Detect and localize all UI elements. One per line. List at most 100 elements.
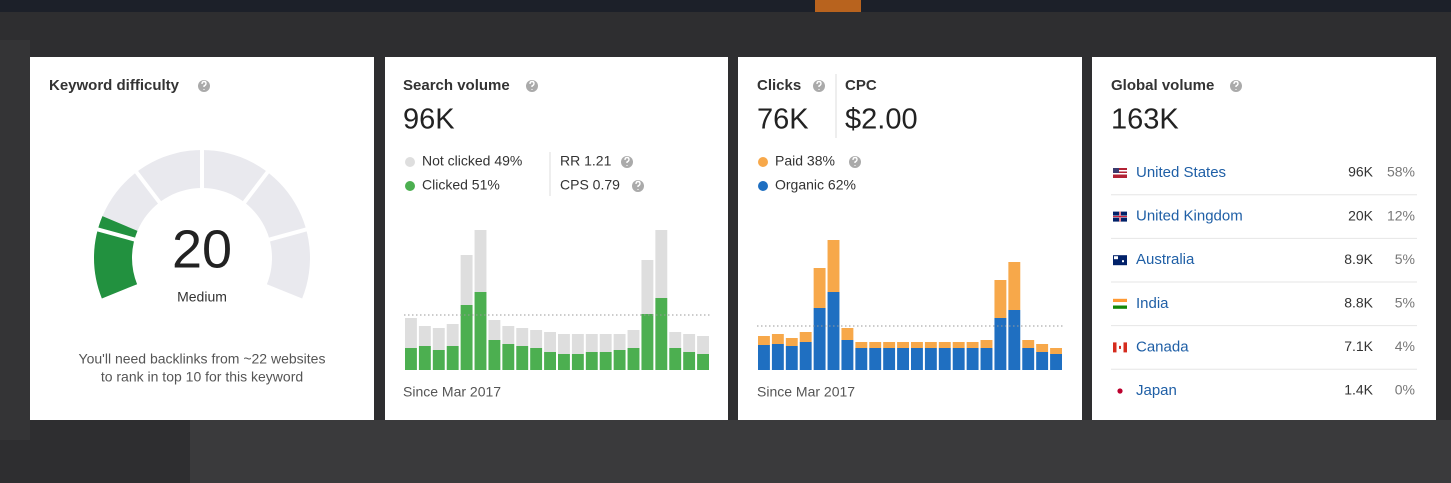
bar	[966, 348, 979, 370]
bar	[418, 346, 431, 370]
bar	[758, 336, 770, 345]
bar	[585, 334, 598, 352]
bar	[460, 255, 473, 305]
bar	[446, 346, 459, 370]
help-glyph	[624, 156, 630, 166]
background-panel	[190, 420, 1451, 483]
background-sidebar	[0, 40, 30, 440]
bar	[571, 354, 584, 370]
bar	[1050, 354, 1062, 370]
flag	[1113, 170, 1127, 172]
help-glyph	[635, 180, 641, 190]
cpc-value: $2.00	[845, 104, 918, 136]
bar	[558, 354, 570, 370]
country-link[interactable]: United States	[1136, 164, 1226, 181]
bar	[827, 292, 840, 370]
bar	[502, 326, 515, 344]
stat: RR 1.21	[560, 153, 612, 169]
bar	[897, 348, 909, 370]
bar	[432, 328, 445, 350]
bar	[488, 340, 501, 370]
bar	[655, 298, 668, 370]
country-volume: 8.9K	[1344, 251, 1373, 267]
card-title: Search volume	[403, 77, 510, 94]
bar	[841, 328, 854, 340]
clicks-total: 76K	[757, 104, 809, 136]
bar	[1022, 348, 1035, 370]
bar	[827, 240, 840, 292]
country-share: 5%	[1395, 295, 1415, 311]
bar	[641, 260, 654, 314]
gauge-gap	[241, 169, 271, 206]
bar	[1008, 262, 1021, 310]
cards	[30, 57, 1436, 420]
bar	[855, 342, 868, 348]
card-title: Global volume	[1111, 77, 1214, 94]
bar	[683, 334, 696, 352]
country-share: 0%	[1395, 382, 1415, 398]
bar	[641, 314, 654, 370]
flag	[1122, 260, 1124, 263]
country-link[interactable]: United Kingdom	[1136, 208, 1243, 225]
card-title: Clicks	[757, 77, 801, 94]
flag	[1113, 168, 1119, 173]
bar	[474, 230, 487, 292]
country-share: 4%	[1395, 338, 1415, 354]
bar	[924, 348, 937, 370]
country-volume: 1.4K	[1344, 382, 1373, 398]
help-glyph	[852, 156, 858, 166]
bar	[1050, 348, 1062, 354]
difficulty-value: 20	[172, 219, 232, 279]
bar	[771, 344, 784, 370]
legend-label: Paid 38%	[775, 153, 835, 169]
bar	[855, 348, 868, 370]
country-link[interactable]: Japan	[1136, 382, 1177, 399]
gauge	[94, 148, 310, 299]
help-glyph	[1233, 80, 1239, 90]
help-glyph	[201, 80, 207, 90]
country-volume: 7.1K	[1344, 338, 1373, 354]
difficulty-note: to rank in top 10 for this keyword	[101, 369, 303, 385]
legend-label: Not clicked 49%	[422, 153, 522, 169]
bar	[669, 348, 682, 370]
bar	[869, 342, 882, 348]
bar	[516, 328, 529, 346]
bar	[613, 350, 626, 370]
card-title: Keyword difficulty	[49, 77, 180, 94]
flag	[1113, 305, 1127, 309]
bar	[655, 230, 668, 298]
gauge-gap	[267, 226, 309, 242]
bar	[952, 348, 965, 370]
search-volume-total: 96K	[403, 104, 455, 136]
help-glyph	[816, 80, 822, 90]
bar	[599, 352, 612, 370]
country-link[interactable]: India	[1136, 295, 1169, 312]
country-link[interactable]: Australia	[1136, 251, 1195, 268]
bar	[785, 346, 798, 370]
bar	[530, 330, 543, 348]
bar	[1008, 310, 1021, 370]
country-link[interactable]: Canada	[1136, 338, 1189, 355]
bar	[883, 342, 896, 348]
bar	[883, 348, 896, 370]
top-bar-button	[815, 0, 861, 12]
bar	[911, 348, 923, 370]
flag	[1123, 342, 1127, 353]
cpc-title: CPC	[845, 77, 877, 94]
legend-marker	[758, 157, 768, 167]
bar	[530, 348, 543, 370]
flag	[1117, 388, 1123, 394]
bar	[869, 348, 882, 370]
bar	[474, 292, 487, 370]
difficulty-note: You'll need backlinks from ~22 websites	[79, 351, 326, 367]
country-volume: 20K	[1348, 207, 1374, 223]
bar	[758, 345, 770, 370]
card	[30, 57, 374, 420]
bar	[613, 334, 626, 350]
bar	[994, 280, 1007, 318]
bar	[771, 334, 784, 344]
help-glyph	[529, 80, 535, 90]
country-volume: 96K	[1348, 164, 1374, 180]
flag	[1113, 298, 1127, 303]
